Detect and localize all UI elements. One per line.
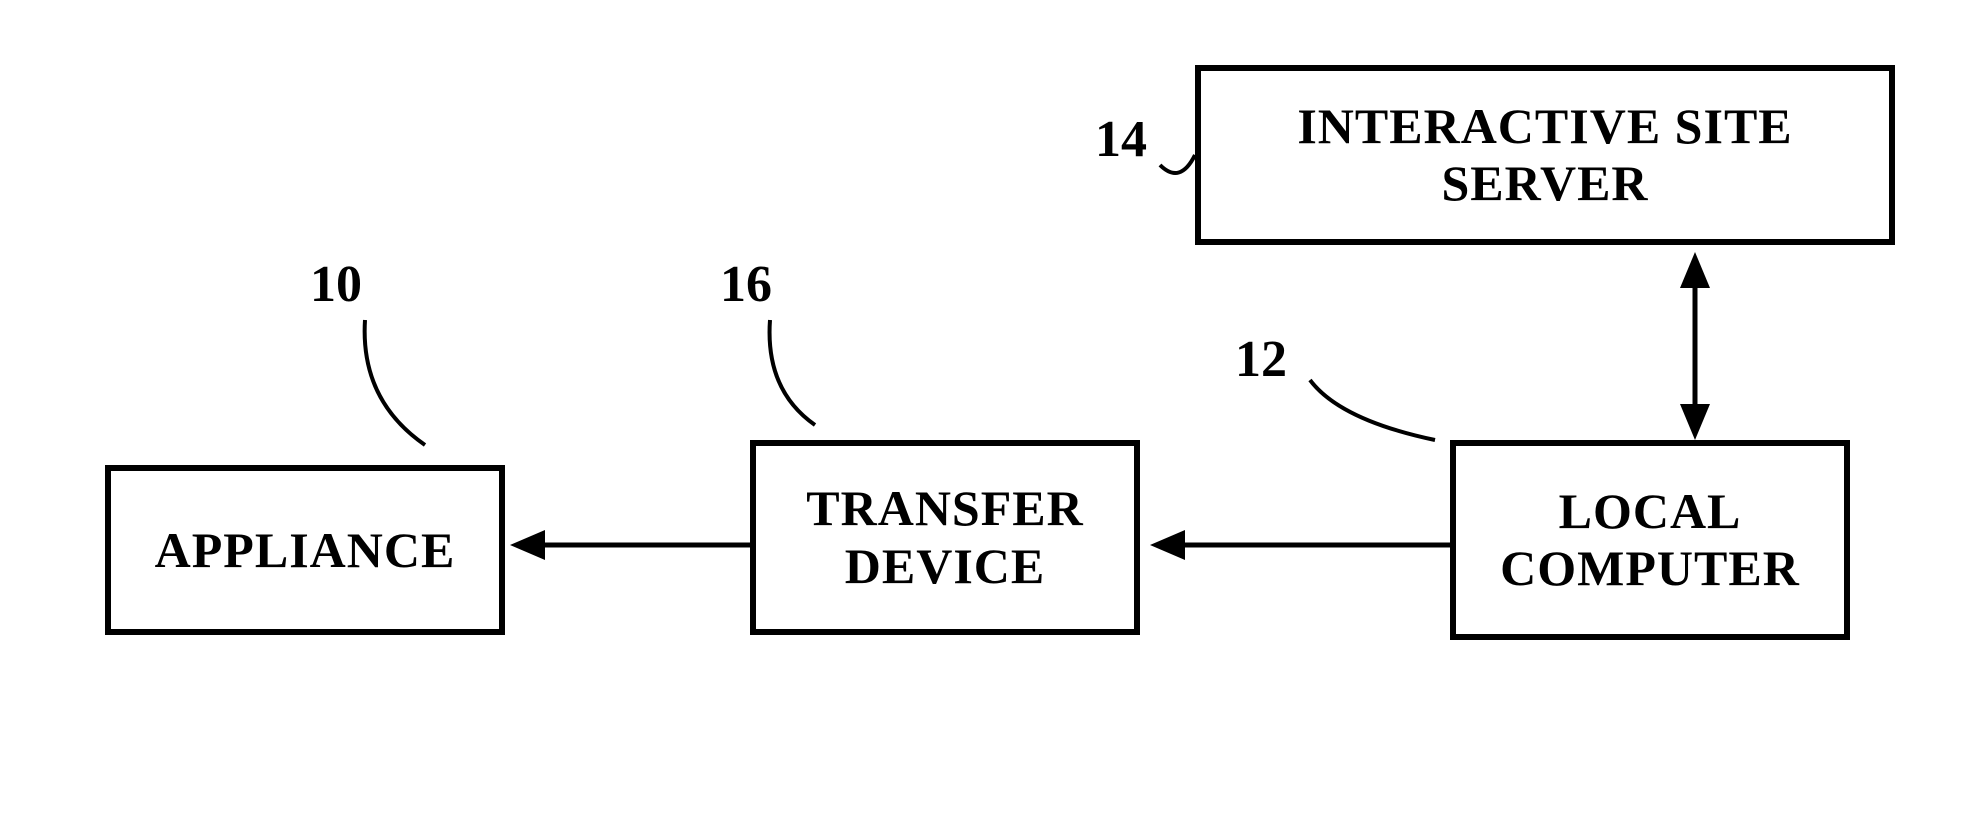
edge-local-to-server: [0, 0, 1966, 819]
